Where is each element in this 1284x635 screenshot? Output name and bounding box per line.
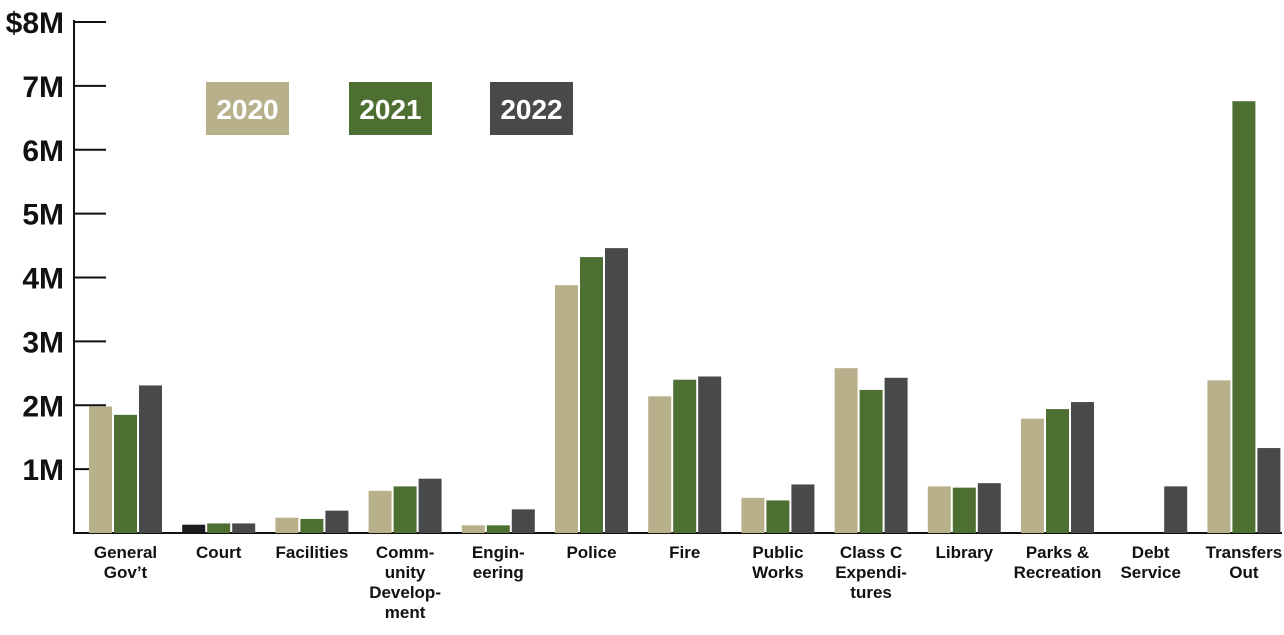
y-tick-labels: $8M 7M 6M 5M 4M 3M 2M 1M [6,7,64,487]
bar [418,478,442,533]
bar [766,500,790,533]
bar [927,486,951,533]
y-tick-label: $8M [6,7,64,40]
bar [555,285,578,533]
legend-label: 2021 [359,94,421,125]
y-tick-label: 4M [22,263,64,296]
bar [698,376,722,533]
bar [977,483,1001,533]
category-label: Debt Service [1120,543,1181,582]
bar [511,509,535,533]
category-label: Class C Expendi-tures [835,543,907,602]
bar [884,377,908,533]
bar [1164,486,1188,533]
bar [300,518,324,533]
legend-label: 2022 [500,94,562,125]
bar [791,484,815,533]
legend-item: 2022 [490,82,573,135]
legend-item: 2020 [206,82,289,135]
y-tick-label: 7M [22,71,64,104]
y-tick-label: 6M [22,135,64,168]
bar [648,396,672,533]
bar [89,406,112,533]
bar [461,525,485,533]
bar [1207,380,1231,533]
bar [1232,101,1256,533]
y-tick-label: 2M [22,390,64,423]
category-label: Comm-unity Develop-ment [369,543,441,622]
bar [1021,418,1044,533]
bar [1257,448,1281,533]
bar [232,523,256,533]
legend-swatch [349,82,432,135]
bar [325,510,349,533]
category-label: Engin-eering [472,543,525,582]
bar [834,368,858,533]
bar [1046,409,1069,533]
bars [89,101,1281,533]
category-label: Police [566,543,616,562]
legend: 2020 2021 2022 [206,82,573,135]
bar [275,517,299,533]
y-tick-label: 3M [22,326,64,359]
bar [952,487,976,533]
category-label: General Gov’t [94,543,157,582]
legend-item: 2021 [349,82,432,135]
legend-swatch [206,82,289,135]
legend-label: 2020 [216,94,278,125]
bar [605,248,628,533]
bar [139,385,162,533]
category-label: Court [196,543,242,562]
bar [673,379,697,533]
category-label: Public Works [752,543,804,582]
legend-swatch [490,82,573,135]
category-labels: General Gov’t Court Facilities Comm-unity Dev… [94,543,1282,622]
category-label: Facilities [276,543,349,562]
bar [580,257,603,533]
category-label: Parks & Recreation [1014,543,1102,582]
category-label: Transfers Out [1206,543,1283,582]
y-tick-label: 5M [22,199,64,232]
bar [182,524,206,533]
bar [1071,402,1094,533]
category-label: Library [935,543,993,562]
bar [207,523,231,533]
category-label: Fire [669,543,700,562]
bar [741,497,765,533]
bar [859,389,883,533]
bar [393,486,417,533]
y-tick-label: 1M [22,454,64,487]
bar [486,525,510,533]
bar [114,414,137,533]
bar [368,490,392,533]
